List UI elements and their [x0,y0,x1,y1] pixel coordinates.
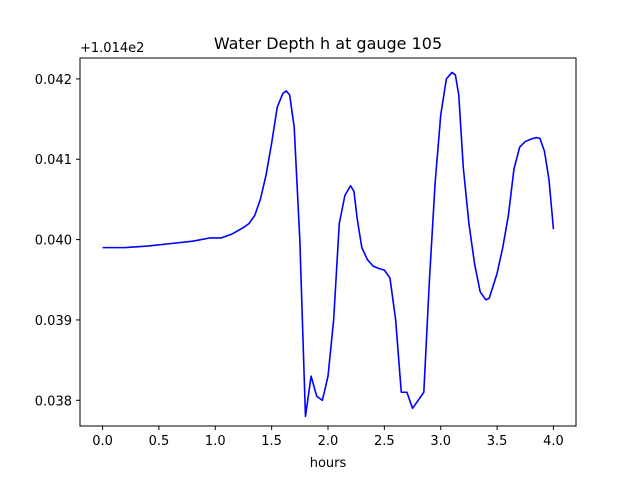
y-offset-label: +1.014e2 [80,41,144,56]
x-tick-label-2: 1.0 [205,434,226,449]
series-line-0 [102,71,555,418]
y-tick-label-1: 0.039 [35,314,72,329]
plot-area: 0.0 0.5 1.0 1.5 2.0 2.5 3.0 3.5 4.0 0.038 0.039 0.0… [35,57,577,449]
x-tick-label-4: 2.0 [318,434,339,449]
x-tick-label-0: 0.0 [92,434,113,449]
y-tick-label-2: 0.040 [35,234,72,249]
x-axis-label: hours [310,456,347,471]
x-tick-label-1: 0.5 [149,434,170,449]
chart-title: Water Depth h at gauge 105 [214,34,442,53]
y-tick-label-0: 0.038 [35,394,72,409]
x-tick-label-7: 3.5 [487,434,508,449]
y-tick-label-4: 0.042 [35,73,72,88]
x-tick-label-6: 3.0 [430,434,451,449]
y-tick-label-3: 0.041 [35,153,72,168]
x-tick-label-5: 2.5 [374,434,395,449]
x-tick-label-3: 1.5 [261,434,282,449]
x-tick-label-8: 4.0 [543,434,564,449]
